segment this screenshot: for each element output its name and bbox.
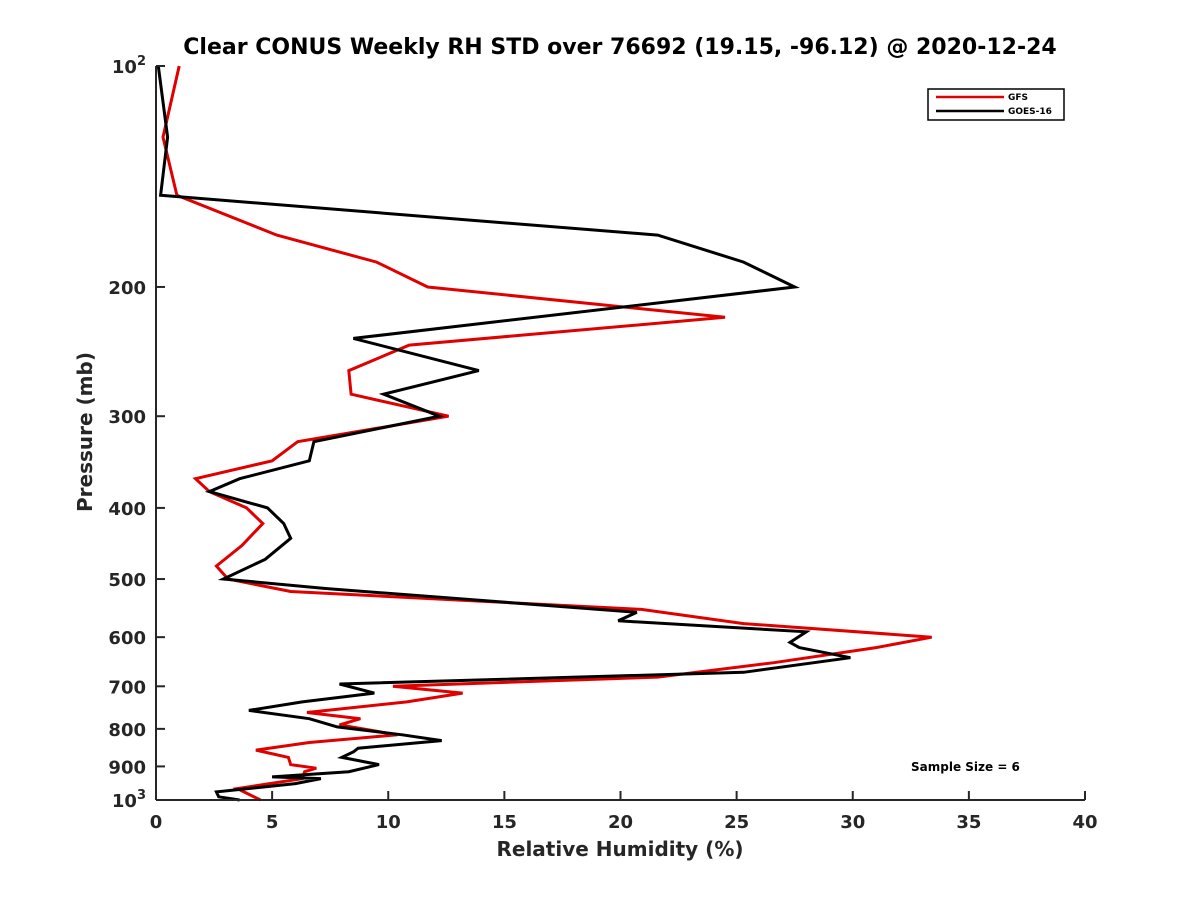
y-tick-label: 400 xyxy=(108,499,146,520)
x-tick-label: 30 xyxy=(840,812,865,833)
x-tick-label: 40 xyxy=(1072,812,1097,833)
y-axis-label: Pressure (mb) xyxy=(73,352,97,512)
y-tick-label: 103 xyxy=(112,788,146,812)
legend-box xyxy=(927,88,1065,121)
x-axis-label: Relative Humidity (%) xyxy=(496,837,743,861)
x-tick-label: 35 xyxy=(956,812,981,833)
series-line-gfs xyxy=(161,65,932,802)
legend-label-goes16: GOES-16 xyxy=(1008,107,1052,117)
chart-title: Clear CONUS Weekly RH STD over 76692 (19… xyxy=(183,35,1056,60)
y-tick-label: 500 xyxy=(108,570,146,591)
sample-size-annotation: Sample Size = 6 xyxy=(911,760,1020,774)
y-tick-label: 102 xyxy=(112,54,146,78)
x-tick-label: 15 xyxy=(492,812,517,833)
y-tick-label: 800 xyxy=(108,720,146,741)
x-tick-label: 5 xyxy=(266,812,279,833)
y-tick-label: 700 xyxy=(108,677,146,698)
y-tick-label: 900 xyxy=(108,757,146,778)
y-tick-label: 600 xyxy=(108,628,146,649)
y-tick-label: 300 xyxy=(108,407,146,428)
x-tick-label: 25 xyxy=(724,812,749,833)
legend-label-gfs: GFS xyxy=(1008,93,1028,103)
x-tick-label: 0 xyxy=(150,812,163,833)
y-tick-label: 200 xyxy=(108,278,146,299)
x-tick-label: 10 xyxy=(376,812,401,833)
series-line-goes-16 xyxy=(156,65,851,802)
x-axis-ticks: 0 5 10 15 20 25 30 35 40 xyxy=(150,791,1098,833)
legend: GFS GOES-16 xyxy=(927,88,1065,121)
plot-area xyxy=(155,65,1085,802)
y-axis-ticks: 102 200 300 400 500 600 700 800 900 103 xyxy=(108,54,165,812)
x-tick-label: 20 xyxy=(608,812,633,833)
